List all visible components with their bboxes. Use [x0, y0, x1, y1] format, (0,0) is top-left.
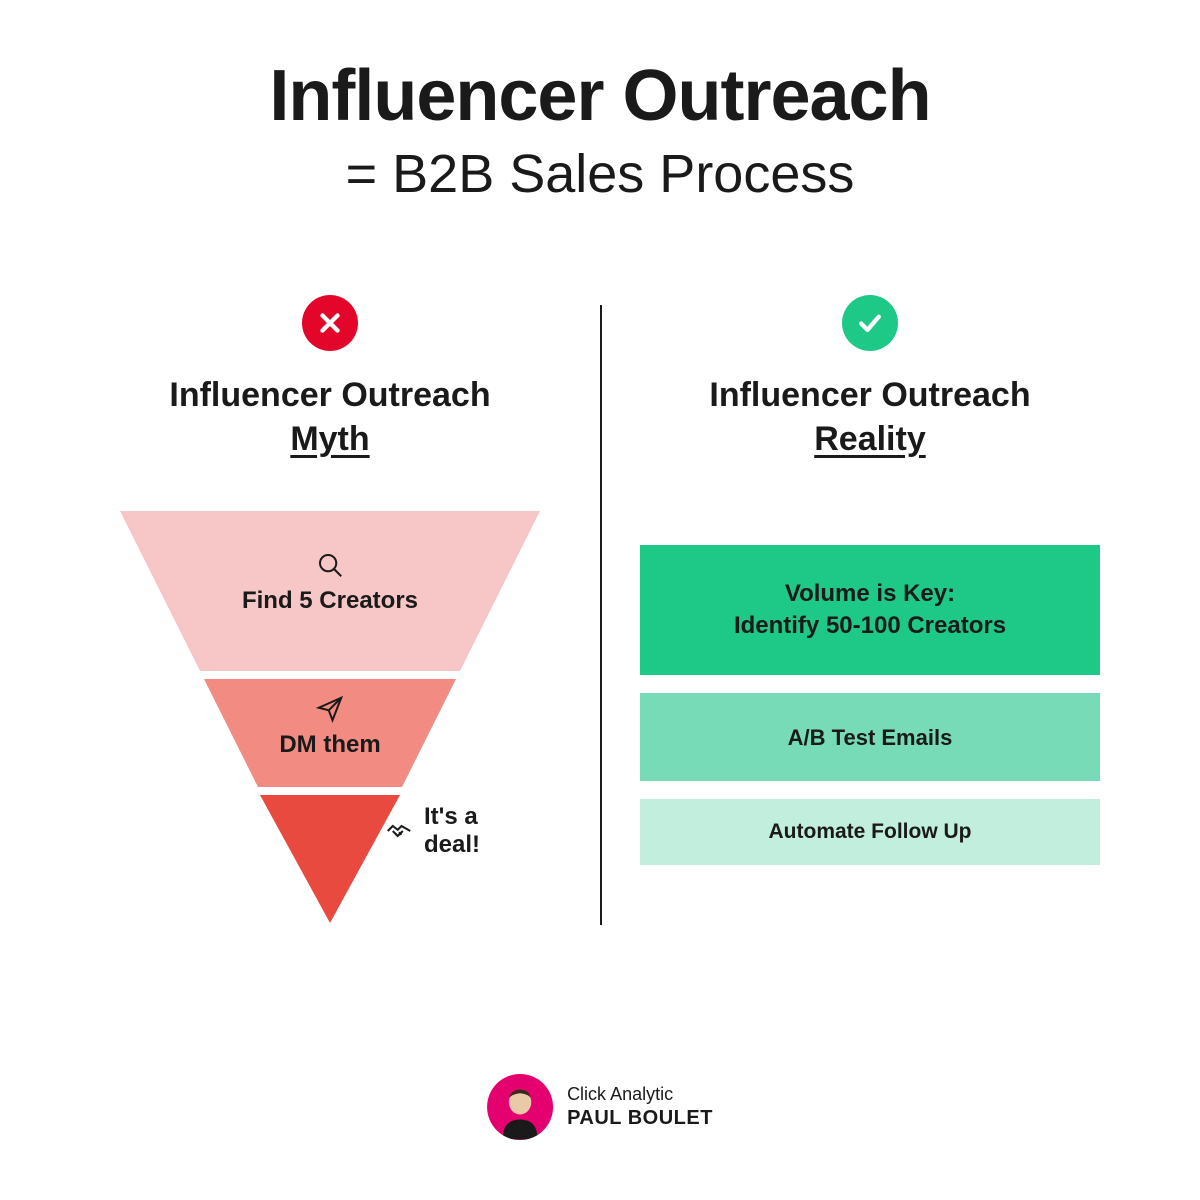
paper-plane-icon — [315, 693, 345, 725]
comparison-columns: Influencer Outreach Myth Find 5 Creators — [0, 295, 1200, 931]
check-badge — [842, 295, 898, 351]
funnel-segment-1: Find 5 Creators — [120, 511, 540, 671]
author-avatar — [487, 1074, 553, 1140]
myth-heading-line2: Myth — [290, 420, 369, 458]
funnel-label-3: It's a deal! — [424, 803, 540, 859]
cross-icon — [315, 308, 345, 338]
search-icon — [315, 549, 345, 581]
myth-column: Influencer Outreach Myth Find 5 Creators — [60, 295, 600, 931]
page-subtitle: = B2B Sales Process — [0, 143, 1200, 205]
reality-column: Influencer Outreach Reality Volume is Ke… — [600, 295, 1140, 931]
brand-name: Click Analytic — [567, 1083, 713, 1106]
reality-box-1: Volume is Key: Identify 50-100 Creators — [640, 545, 1100, 675]
funnel-segment-2: DM them — [204, 679, 456, 787]
reality-box-2-line1: A/B Test Emails — [788, 723, 953, 753]
funnel-segment-3 — [260, 795, 400, 923]
column-divider — [600, 305, 602, 925]
check-icon — [855, 308, 885, 338]
funnel-label-1: Find 5 Creators — [242, 587, 418, 615]
myth-heading: Influencer Outreach Myth — [169, 373, 490, 461]
reality-boxes: Volume is Key: Identify 50-100 Creators … — [640, 545, 1100, 865]
cross-badge — [302, 295, 358, 351]
footer-text: Click Analytic PAUL BOULET — [567, 1083, 713, 1131]
funnel-label-2: DM them — [279, 731, 380, 759]
footer: Click Analytic PAUL BOULET — [487, 1074, 713, 1140]
funnel-segment-3-label-row: It's a deal! — [384, 803, 540, 859]
reality-heading-line1: Influencer Outreach — [709, 376, 1030, 414]
page-title: Influencer Outreach — [0, 55, 1200, 137]
reality-box-2: A/B Test Emails — [640, 693, 1100, 781]
reality-box-3-line1: Automate Follow Up — [769, 818, 972, 846]
myth-funnel: Find 5 Creators DM them — [120, 511, 540, 931]
reality-box-1-line1: Volume is Key: — [785, 580, 955, 607]
author-name: PAUL BOULET — [567, 1106, 713, 1131]
handshake-icon — [384, 815, 414, 847]
reality-box-3: Automate Follow Up — [640, 799, 1100, 865]
reality-heading: Influencer Outreach Reality — [709, 373, 1030, 461]
person-silhouette-icon — [495, 1084, 545, 1140]
header: Influencer Outreach = B2B Sales Process — [0, 0, 1200, 205]
myth-heading-line1: Influencer Outreach — [169, 376, 490, 414]
reality-heading-line2: Reality — [814, 420, 926, 458]
reality-box-1-line2: Identify 50-100 Creators — [734, 612, 1006, 639]
